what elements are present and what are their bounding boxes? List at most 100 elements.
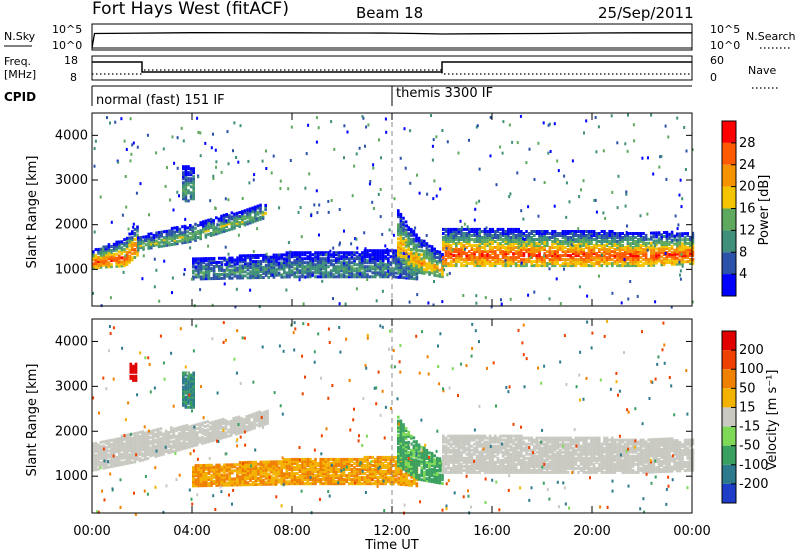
power-cell: [298, 269, 302, 273]
velocity-cell: [175, 439, 178, 442]
velocity-cell: [138, 453, 142, 457]
velocity-cell: [198, 426, 202, 430]
power-scatter-point: [484, 296, 487, 300]
power-scatter-point: [330, 199, 333, 202]
velocity-cell: [251, 466, 255, 470]
power-cell: [501, 262, 505, 266]
power-cell: [481, 242, 484, 245]
power-cell: [592, 262, 596, 266]
power-cell: [447, 234, 450, 237]
power-cell: [335, 265, 338, 269]
power-cell: [452, 227, 455, 231]
power-cell: [473, 238, 476, 241]
power-cell: [376, 273, 380, 277]
velocity-cell: [149, 440, 152, 444]
velocity-cell: [141, 434, 144, 438]
velocity-cell: [190, 442, 194, 446]
power-cell: [405, 252, 408, 256]
power-cell: [107, 263, 111, 267]
velocity-cell: [118, 455, 121, 459]
power-cell: [183, 230, 187, 234]
power-cell: [350, 253, 354, 257]
power-cell: [590, 246, 593, 249]
velocity-cell: [257, 470, 260, 474]
power-cell: [241, 274, 244, 278]
velocity-cell: [97, 451, 100, 455]
power-cell: [530, 244, 533, 247]
power-cell: [553, 238, 557, 241]
velocity-cell: [188, 425, 191, 429]
power-cell: [655, 239, 658, 243]
velocity-cell: [223, 467, 226, 471]
power-cell: [639, 238, 643, 241]
velocity-cell: [311, 474, 315, 478]
power-cell: [327, 261, 330, 265]
velocity-cell: [316, 480, 320, 484]
power-cell: [634, 260, 637, 264]
power-scatter-point: [299, 206, 302, 209]
power-cell: [199, 231, 202, 235]
power-scatter-point: [399, 156, 402, 160]
velocity-cell: [249, 462, 252, 466]
power-cell: [298, 265, 302, 269]
power-cell: [603, 236, 606, 239]
power-cell: [428, 248, 431, 252]
power-cell: [491, 252, 494, 256]
velocity-cell: [188, 435, 191, 439]
velocity-cell: [141, 454, 144, 458]
power-cell: [381, 263, 385, 267]
velocity-cell: [231, 483, 234, 487]
power-cell: [332, 253, 335, 257]
power-cell: [243, 217, 247, 221]
power-cell: [577, 258, 580, 262]
power-cell: [543, 240, 546, 243]
power-cell: [525, 262, 528, 266]
power-cell: [142, 245, 145, 249]
power-scatter-point: [199, 288, 202, 292]
power-cell: [381, 257, 385, 261]
power-cell: [220, 220, 223, 224]
power-cell: [107, 247, 111, 251]
power-cell: [449, 236, 453, 239]
power-cell: [251, 210, 254, 214]
power-cell: [457, 232, 461, 235]
velocity-cell: [236, 471, 239, 475]
power-cell: [488, 238, 492, 241]
power-cell: [681, 242, 684, 246]
power-cell: [157, 243, 161, 247]
velocity-cell: [301, 461, 304, 465]
power-cell: [233, 226, 236, 230]
power-cell: [107, 249, 111, 253]
power-cell: [399, 255, 403, 259]
velocity-cell: [249, 475, 252, 478]
power-cell: [345, 253, 348, 257]
power-scatter-point: [114, 120, 117, 124]
velocity-cell: [215, 467, 218, 471]
power-cell: [543, 236, 546, 239]
velocity-cell: [290, 476, 294, 480]
velocity-cell: [205, 474, 208, 477]
power-cell: [207, 224, 210, 228]
power-cell: [374, 267, 377, 271]
power-cell: [551, 232, 554, 235]
velocity-cell: [329, 468, 333, 471]
power-cell: [420, 265, 423, 269]
power-cell: [504, 254, 507, 258]
power-cell: [107, 257, 111, 261]
power-cell: [184, 167, 188, 171]
power-cell: [110, 265, 113, 269]
power-cell: [285, 253, 289, 257]
power-cell: [102, 253, 105, 257]
power-cell: [340, 267, 343, 271]
velocity-cell: [183, 432, 186, 436]
power-cell: [182, 191, 185, 195]
power-cell: [267, 269, 270, 273]
power-cell: [465, 232, 468, 235]
power-cell: [611, 242, 614, 245]
power-scatter-point: [285, 288, 288, 292]
velocity-cell: [220, 475, 224, 479]
power-scatter-point: [164, 184, 167, 188]
power-scatter-point: [639, 214, 642, 218]
power-cell: [410, 274, 413, 278]
velocity-cell: [136, 441, 139, 445]
